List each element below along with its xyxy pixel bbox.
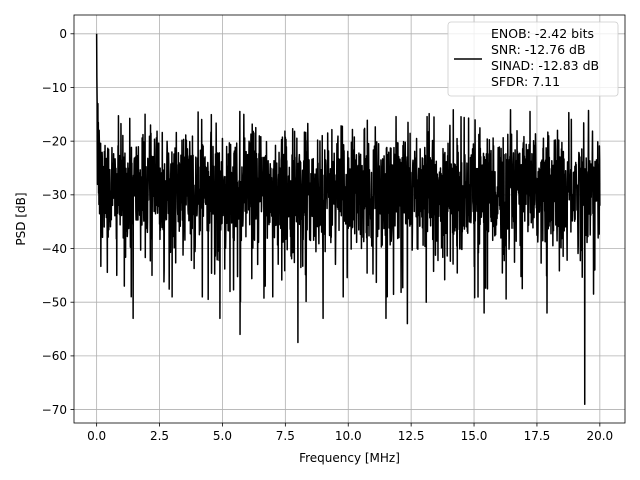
y-tick-label: −10	[42, 81, 67, 95]
legend-sfdr: SFDR: 7.11	[491, 74, 560, 89]
x-tick-label: 7.5	[276, 429, 295, 443]
x-tick-label: 20.0	[586, 429, 613, 443]
y-tick-label: −20	[42, 134, 67, 148]
legend-enob: ENOB: -2.42 bits	[491, 26, 594, 41]
series-psd-line	[95, 33, 601, 405]
y-axis-label: PSD [dB]	[14, 192, 28, 245]
y-tick-label: −50	[42, 296, 67, 310]
x-tick-label: 12.5	[398, 429, 425, 443]
plot-frame	[73, 14, 626, 424]
y-tick-label: 0	[59, 27, 67, 41]
legend-snr: SNR: -12.76 dB	[491, 42, 586, 57]
x-tick-label: 2.5	[150, 429, 169, 443]
x-tick-label: 10.0	[335, 429, 362, 443]
x-tick-label: 15.0	[461, 429, 488, 443]
x-tick-label: 5.0	[213, 429, 232, 443]
x-tick-label: 0.0	[87, 429, 106, 443]
legend: ENOB: -2.42 bits SNR: -12.76 dB SINAD: -…	[447, 21, 619, 97]
axis-ticks: 0.0 2.5 5.0 7.5 10.0 12.5 15.0 17.5 20.0 0 −10 −20 −…	[42, 27, 614, 443]
legend-sinad: SINAD: -12.83 dB	[491, 58, 599, 73]
x-tick-label: 17.5	[524, 429, 551, 443]
psd-series-line	[95, 33, 601, 405]
y-tick-label: −30	[42, 188, 67, 202]
x-axis-label: Frequency [MHz]	[299, 451, 400, 465]
y-tick-label: −70	[42, 403, 67, 417]
legend-box	[447, 21, 619, 97]
y-tick-label: −40	[42, 242, 67, 256]
y-tick-label: −60	[42, 349, 67, 363]
